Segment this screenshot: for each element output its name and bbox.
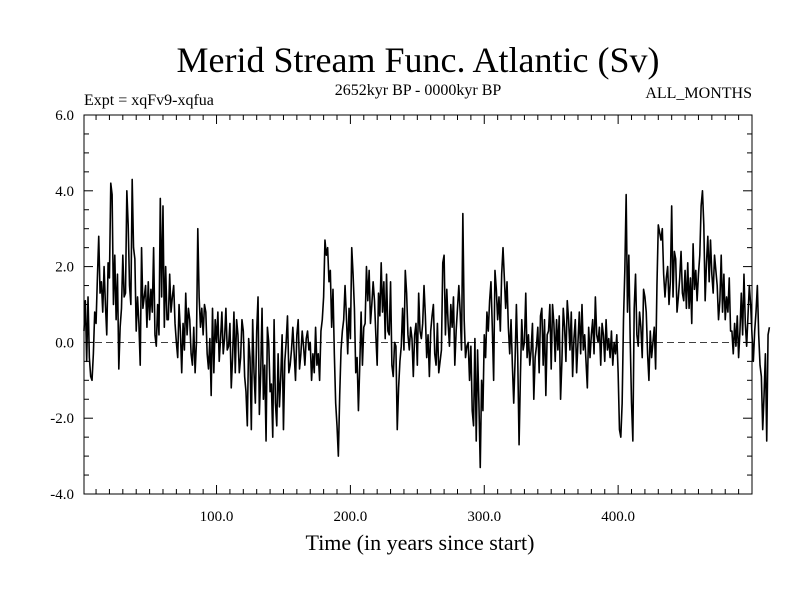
y-tick-label: 0.0	[55, 335, 74, 351]
y-tick-label: -2.0	[50, 411, 74, 427]
months-label: ALL_MONTHS	[645, 85, 752, 102]
y-tick-label: 6.0	[55, 108, 74, 124]
time-range-label: 2652kyr BP - 0000kyr BP	[335, 82, 502, 99]
tick-labels: 100.0 200.0 300.0 400.0 -4.0 -2.0 0.0 2.0 4.0 6.0	[50, 108, 635, 525]
plot-frame	[83, 114, 753, 495]
x-tick-label: 100.0	[200, 509, 234, 525]
experiment-label: Expt = xqFv9-xqfua	[84, 92, 214, 109]
y-tick-label: 4.0	[55, 184, 74, 200]
series-line	[83, 178, 771, 469]
x-tick-label: 300.0	[467, 509, 501, 525]
x-tick-label: 200.0	[334, 509, 368, 525]
y-tick-label: 2.0	[55, 260, 74, 276]
x-tick-label: 400.0	[601, 509, 635, 525]
y-tick-label: -4.0	[50, 487, 74, 503]
chart-title: Merid Stream Func. Atlantic (Sv)	[177, 40, 660, 80]
x-axis-label: Time (in years since start)	[306, 530, 535, 555]
